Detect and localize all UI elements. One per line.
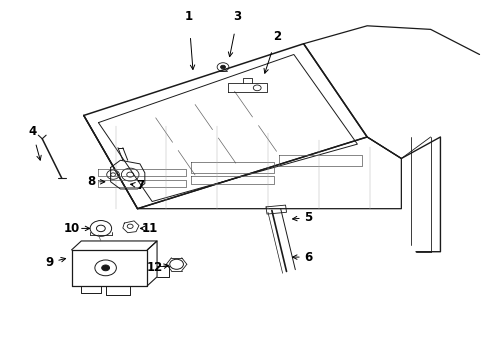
Text: 4: 4 (28, 125, 37, 138)
Circle shape (102, 265, 110, 271)
Text: 7: 7 (136, 179, 144, 192)
Text: 10: 10 (63, 222, 80, 235)
Text: 12: 12 (147, 261, 163, 274)
Text: 2: 2 (273, 30, 281, 43)
Text: 11: 11 (142, 222, 158, 235)
Circle shape (220, 65, 225, 69)
Text: 3: 3 (234, 10, 242, 23)
Text: 5: 5 (304, 211, 313, 224)
Text: 6: 6 (304, 251, 313, 264)
Text: 1: 1 (185, 10, 193, 23)
Text: 8: 8 (87, 175, 95, 188)
Text: 9: 9 (46, 256, 54, 269)
